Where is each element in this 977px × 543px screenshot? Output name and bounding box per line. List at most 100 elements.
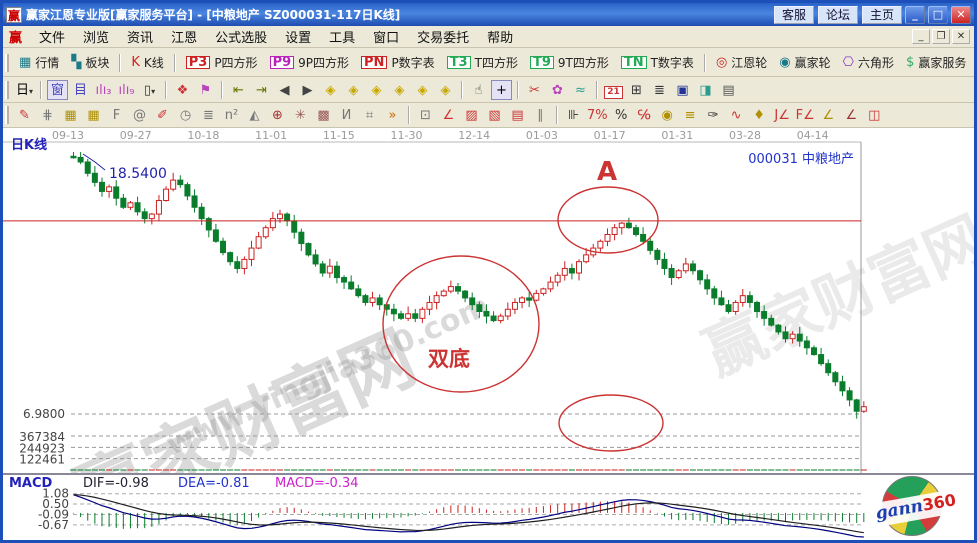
pan-right-button[interactable]: ◈: [348, 82, 359, 98]
parallel-lines-tool[interactable]: ∥: [537, 108, 544, 123]
red-grid-tool[interactable]: ▤: [511, 108, 524, 123]
print-tool[interactable]: ▤: [722, 82, 735, 98]
menu-item-文件[interactable]: 文件: [39, 31, 66, 46]
menu-item-浏览[interactable]: 浏览: [83, 31, 110, 46]
pan-left-button[interactable]: ◈: [325, 82, 336, 98]
next-bar-button[interactable]: ▶: [302, 82, 313, 98]
winner-wheel-button[interactable]: ◉ 赢家轮: [773, 52, 836, 73]
spirit-grid-tool[interactable]: ▩: [317, 108, 330, 123]
marker-tool[interactable]: ✐: [157, 108, 168, 123]
forum-button[interactable]: 论坛: [817, 5, 858, 24]
flag-colors-tool[interactable]: ⚑: [199, 82, 212, 98]
info-list-tool[interactable]: 目: [73, 82, 87, 98]
menu-item-帮助[interactable]: 帮助: [487, 31, 514, 46]
mdi-minimize-button[interactable]: _: [912, 29, 930, 44]
section-tool[interactable]: ✿: [552, 82, 563, 98]
circle-cross-tool[interactable]: ⊕: [272, 108, 283, 123]
gann-frame-tool[interactable]: ❖: [176, 82, 189, 98]
gann-wheel-button[interactable]: ◎ 江恩轮: [710, 52, 773, 73]
t-square-button[interactable]: T3 T四方形: [441, 52, 524, 73]
kline-button[interactable]: K K线: [125, 52, 169, 73]
wave3-tool[interactable]: ılı₃: [95, 82, 112, 98]
gold-grid-tool-2[interactable]: ▦: [87, 108, 100, 123]
toolbar-grip[interactable]: [5, 53, 9, 72]
spiral-tool[interactable]: @: [133, 108, 146, 123]
starburst-tool[interactable]: ✳: [295, 108, 306, 123]
crosshair-tool[interactable]: +: [491, 79, 512, 100]
winner-service-button[interactable]: $ 赢家服务: [900, 52, 972, 73]
zoom-out-h-button[interactable]: ◈: [371, 82, 382, 98]
shape-tool[interactable]: ◫: [868, 108, 881, 123]
hatch-box-tool[interactable]: ▨: [465, 108, 478, 123]
save-tool[interactable]: ▣: [676, 82, 689, 98]
hatch-box-tool-2[interactable]: ▧: [488, 108, 501, 123]
toolbar-grip[interactable]: [5, 80, 9, 99]
erase-line-tool[interactable]: ✂: [529, 82, 540, 98]
calculator-tool[interactable]: ⊞: [631, 82, 642, 98]
gold-lines-tool[interactable]: ≡: [684, 108, 696, 123]
toolbar-grip[interactable]: [5, 106, 9, 124]
ruler-123-tool[interactable]: ⊪: [567, 108, 580, 123]
gold-angle-tool[interactable]: ∠: [822, 108, 835, 123]
menu-item-公式选股[interactable]: 公式选股: [215, 31, 268, 46]
zoom-in-h-button[interactable]: ◈: [394, 82, 405, 98]
sectors-button[interactable]: ▚ 板块: [65, 52, 115, 73]
p-number-table-button[interactable]: PN P数字表: [355, 52, 441, 73]
menu-item-资讯[interactable]: 资讯: [127, 31, 154, 46]
f-grid-tool[interactable]: F: [112, 108, 121, 123]
pattern-window-tool[interactable]: 窗: [47, 79, 68, 100]
menu-item-交易委托[interactable]: 交易委托: [417, 31, 470, 46]
minimize-button[interactable]: _: [905, 5, 925, 24]
mdi-restore-button[interactable]: ❐: [932, 29, 950, 44]
p-square-button[interactable]: P3 P四方形: [180, 52, 264, 73]
ruler-tool[interactable]: ≣: [203, 108, 214, 123]
last-bar-button[interactable]: ⇥: [256, 82, 267, 98]
hand-pan-tool[interactable]: ☝: [474, 82, 483, 98]
more-tools-chevron[interactable]: »: [388, 108, 397, 123]
brush-tool[interactable]: ✎: [19, 108, 30, 123]
macd-indicator-label[interactable]: MACD: [9, 476, 53, 491]
j-angle-tool[interactable]: J∠: [774, 108, 790, 123]
maximize-button[interactable]: □: [928, 5, 948, 24]
calendar-tool[interactable]: 21: [603, 80, 624, 100]
macd-canvas[interactable]: 1.080.50-0.09-0.67: [3, 475, 974, 540]
notes-tool[interactable]: ≣: [654, 82, 665, 98]
seven-percent-tool[interactable]: 7%: [587, 108, 608, 123]
menu-item-窗口[interactable]: 窗口: [373, 31, 400, 46]
t9-square-button[interactable]: T9 9T四方形: [524, 52, 615, 73]
t-number-table-button[interactable]: TN T数字表: [615, 52, 700, 73]
time-cycle-tool[interactable]: ◷: [179, 108, 192, 123]
n-square-tool[interactable]: n²: [224, 108, 239, 123]
menu-item-设置[interactable]: 设置: [285, 31, 312, 46]
marker-candle-tool[interactable]: ✑: [707, 108, 719, 123]
quotes-button[interactable]: ▦ 行情: [13, 52, 65, 73]
curve-tool[interactable]: ≈: [575, 82, 586, 98]
mdi-close-button[interactable]: ✕: [952, 29, 970, 44]
gold-grid-tool[interactable]: ▦: [64, 108, 77, 123]
win-angle-tool[interactable]: ∠: [845, 108, 858, 123]
wave-tool[interactable]: ∿: [730, 108, 742, 123]
percent-line-tool[interactable]: ℅: [637, 108, 651, 123]
i-mark-tool[interactable]: И: [341, 108, 352, 123]
angle-flag-tool[interactable]: ◭: [249, 108, 260, 123]
homepage-button[interactable]: 主页: [861, 5, 902, 24]
fit-view-button[interactable]: ◈: [440, 82, 451, 98]
f-angle-tool[interactable]: F∠: [795, 108, 815, 123]
close-button[interactable]: ✕: [951, 5, 971, 24]
customer-service-button[interactable]: 客服: [773, 5, 814, 24]
menu-item-江恩[interactable]: 江恩: [171, 31, 198, 46]
image-export-tool[interactable]: ◨: [699, 82, 712, 98]
first-bar-button[interactable]: ⇤: [233, 82, 244, 98]
candle-style-selector[interactable]: ▯▾: [143, 82, 156, 98]
zoom-all-button[interactable]: ◈: [417, 82, 428, 98]
percent-tool[interactable]: %: [614, 108, 628, 123]
box-grid-tool[interactable]: ⊡: [420, 108, 431, 123]
gold-circle-tool[interactable]: ◉: [661, 108, 673, 123]
small-grid-tool[interactable]: ⌗: [365, 108, 374, 123]
prev-bar-button[interactable]: ◀: [279, 82, 290, 98]
gold-diamond-tool[interactable]: ♦: [753, 108, 765, 123]
hexagon-button[interactable]: ⎔ 六角形: [837, 52, 900, 73]
comb-grid-tool[interactable]: ⋕: [42, 108, 53, 123]
ray-fan-tool[interactable]: ∠: [442, 108, 455, 123]
